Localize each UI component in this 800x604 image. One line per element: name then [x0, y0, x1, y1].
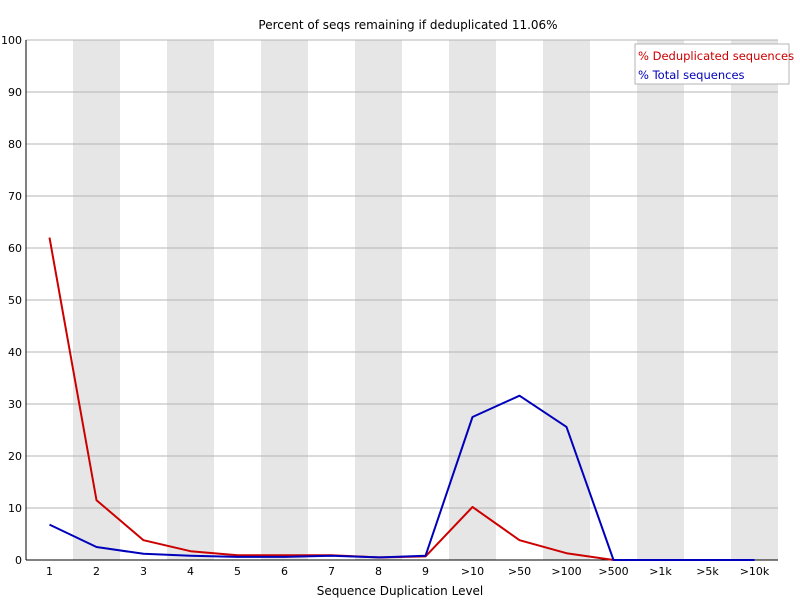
series-line-total [49, 394, 755, 561]
x-tick-label: 9 [422, 565, 429, 578]
legend: % Deduplicated sequences % Total sequence… [634, 43, 794, 85]
x-tick-label: 1 [46, 565, 53, 578]
y-tick-labels: 0 10 20 30 40 50 60 70 80 90 100 [1, 34, 22, 567]
series-lines [48, 237, 755, 561]
y-tick-label: 40 [8, 346, 22, 359]
x-tick-label: >1k [649, 565, 672, 578]
x-tick-label: >10 [461, 565, 484, 578]
y-tick-label: 50 [8, 294, 22, 307]
legend-entry: % Deduplicated sequences [638, 49, 794, 63]
y-tick-label: 70 [8, 190, 22, 203]
y-tick-label: 60 [8, 242, 22, 255]
x-tick-label: 8 [375, 565, 382, 578]
x-tick-label: >500 [598, 565, 628, 578]
y-tick-label: 100 [1, 34, 22, 47]
y-tick-label: 20 [8, 450, 22, 463]
x-tick-label: >100 [551, 565, 581, 578]
x-tick-label: 5 [234, 565, 241, 578]
gridlines [26, 39, 778, 509]
y-tick-label: 90 [8, 86, 22, 99]
chart-title: Percent of seqs remaining if deduplicate… [258, 18, 557, 32]
y-tick-label: 0 [15, 554, 22, 567]
y-tick-label: 10 [8, 502, 22, 515]
y-tick-label: 30 [8, 398, 22, 411]
y-tick-label: 80 [8, 138, 22, 151]
x-tick-labels: 1 2 3 4 5 6 7 8 9 >10 >50 >100 >500 >1k >5k >10k [46, 565, 770, 578]
x-tick-label: >5k [696, 565, 719, 578]
x-tick-label: 4 [187, 565, 194, 578]
legend-box [634, 43, 790, 85]
legend-entry: % Total sequences [638, 68, 745, 82]
x-tick-label: 6 [281, 565, 288, 578]
x-axis-label: Sequence Duplication Level [317, 584, 484, 598]
x-tick-label: >10k [740, 565, 770, 578]
x-tick-label: 7 [328, 565, 335, 578]
x-tick-label: 3 [140, 565, 147, 578]
x-tick-label: 2 [93, 565, 100, 578]
x-tick-label: >50 [508, 565, 531, 578]
